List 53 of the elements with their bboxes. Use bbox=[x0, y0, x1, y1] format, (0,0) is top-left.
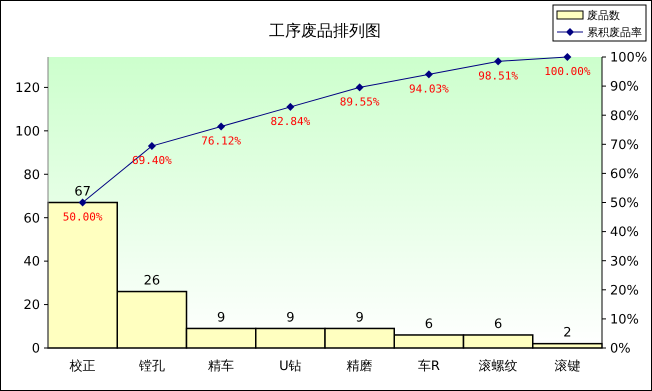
data-label: 98.51% bbox=[478, 69, 518, 82]
y-tick-label: 100 bbox=[15, 124, 40, 140]
y2-tick-label: 60% bbox=[610, 166, 639, 182]
y2-tick-label: 10% bbox=[610, 312, 639, 328]
x-tick-label: 滚螺纹 bbox=[478, 359, 518, 374]
y2-tick-label: 90% bbox=[610, 80, 639, 95]
point bbox=[563, 53, 572, 61]
data-label: 6 bbox=[494, 316, 502, 332]
data-label: 89.55% bbox=[340, 95, 380, 108]
y-tick-label: 80 bbox=[23, 168, 40, 183]
y2-tick-label: 100% bbox=[610, 50, 648, 66]
data-label: 9 bbox=[355, 310, 364, 326]
y-tick-label: 120 bbox=[15, 80, 40, 96]
point bbox=[356, 83, 364, 92]
legend-label: 废品数 bbox=[587, 8, 620, 22]
data-label: 26 bbox=[144, 274, 160, 289]
point bbox=[217, 122, 226, 130]
y-tick-label: 20 bbox=[23, 298, 40, 314]
data-label: 76.12% bbox=[201, 134, 242, 148]
x-tick-label: 滚键 bbox=[554, 359, 580, 374]
x-tick-label: 精磨 bbox=[346, 359, 373, 374]
data-label: 94.03% bbox=[409, 82, 450, 96]
point bbox=[494, 57, 502, 66]
y2-tick-label: 70% bbox=[610, 138, 639, 153]
chart-title: 工序废品排列图 bbox=[269, 21, 381, 40]
point bbox=[286, 102, 294, 111]
point bbox=[148, 142, 156, 150]
data-label: 69.40% bbox=[132, 154, 172, 168]
y2-tick-label: 80% bbox=[610, 108, 639, 124]
data-label: 100.00% bbox=[544, 65, 591, 78]
data-label: 82.84% bbox=[270, 114, 311, 128]
y-tick-label: 0 bbox=[32, 342, 40, 357]
x-tick-label: 精车 bbox=[208, 359, 234, 374]
y2-tick-label: 50% bbox=[610, 196, 639, 212]
data-label: 9 bbox=[286, 310, 295, 326]
data-label: 67 bbox=[74, 184, 91, 200]
legend-label: 累积废品率 bbox=[587, 26, 642, 39]
y2-tick-label: 30% bbox=[610, 254, 639, 270]
data-label: 9 bbox=[216, 310, 226, 326]
data-label: 2 bbox=[563, 326, 572, 341]
data-label: 50.00% bbox=[62, 210, 103, 224]
x-tick-label: 车R bbox=[418, 359, 440, 374]
data-label: 6 bbox=[424, 316, 434, 332]
point bbox=[78, 198, 87, 206]
x-tick-label: 镗孔 bbox=[138, 359, 165, 374]
y2-tick-label: 40% bbox=[610, 225, 639, 240]
y2-tick-label: 0% bbox=[610, 342, 631, 357]
y-tick-label: 40 bbox=[23, 254, 40, 270]
point bbox=[424, 70, 433, 78]
y-tick-label: 60 bbox=[23, 211, 40, 226]
y2-tick-label: 20% bbox=[610, 283, 639, 298]
x-tick-label: U钻 bbox=[279, 359, 302, 374]
x-tick-label: 校正 bbox=[68, 359, 96, 374]
